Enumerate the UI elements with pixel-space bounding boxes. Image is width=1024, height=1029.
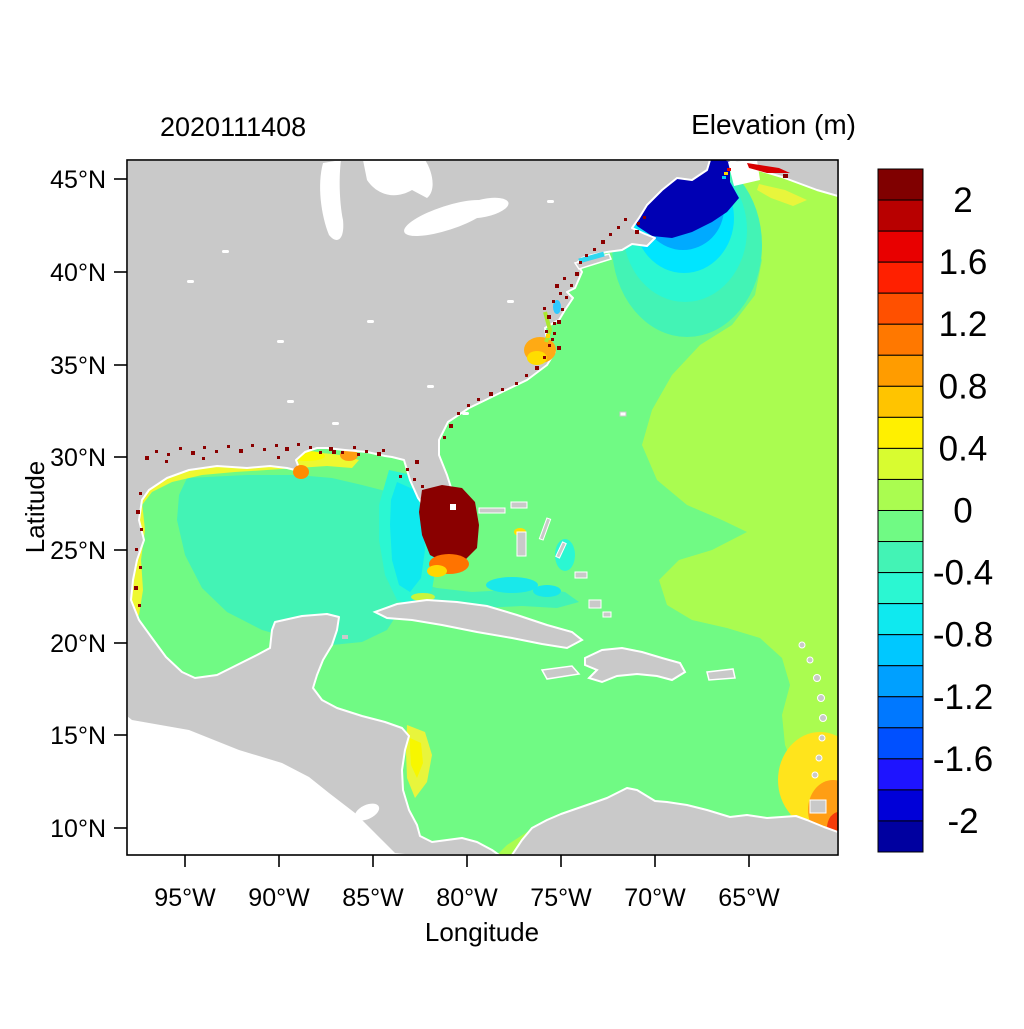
island-cozumel xyxy=(342,635,348,639)
y-tick-label-3: 30°N xyxy=(50,444,106,472)
islands-lesser-antilles xyxy=(798,641,827,814)
colorbar-tick-label-1: 1.6 xyxy=(939,243,988,282)
lake-ontario xyxy=(459,197,509,219)
colorbar-segment-1 xyxy=(877,199,924,232)
lake-huron xyxy=(363,160,433,198)
island-jamaica xyxy=(540,665,581,680)
colorbar-segment-10 xyxy=(877,478,924,511)
colorbar-segment-6 xyxy=(877,354,924,387)
colorbar-segment-7 xyxy=(877,385,924,418)
region-nova-scotia-shelf-yellow xyxy=(757,184,807,206)
colorbar-segment-21 xyxy=(877,820,924,853)
y-axis-title: Latitude xyxy=(20,461,50,554)
colorbar-tick-label-5: 0 xyxy=(953,491,972,530)
colorbar-segment-19 xyxy=(877,758,924,791)
island-hispaniola xyxy=(584,646,687,684)
land-south-america xyxy=(511,787,838,855)
long-island-sound-cyan xyxy=(578,251,605,264)
flood-blob-south-florida xyxy=(419,485,479,563)
region-mobile-orange xyxy=(340,449,358,461)
lake-michigan xyxy=(320,160,344,240)
colorbar-segment-4 xyxy=(877,292,924,325)
colorbar-tick-label-2: 1.2 xyxy=(939,305,988,344)
x-tick-label-5: 70°W xyxy=(624,884,686,912)
colorbar-tick-label-8: -1.2 xyxy=(933,678,993,717)
land-north-central-america xyxy=(127,160,711,855)
colorbar-segment-2 xyxy=(877,230,924,263)
coastal-flood-speckles xyxy=(134,216,646,607)
x-axis-title: Longitude xyxy=(425,917,539,947)
region-gulf-interior xyxy=(177,475,410,645)
colorbar-segment-20 xyxy=(877,789,924,822)
y-tick-label-1: 40°N xyxy=(50,259,106,287)
colorbar: 2 1.6 1.2 0.8 0.4 0 -0.4 -0.8 -1.2 -1.6 -2 xyxy=(877,168,993,853)
colorbar-segment-5 xyxy=(877,323,924,356)
x-axis: 95°W 90°W 85°W 80°W 75°W 70°W 65°W xyxy=(154,855,780,912)
x-tick-label-6: 65°W xyxy=(718,884,780,912)
minas-darkred-dot xyxy=(783,174,788,178)
colorbar-segment-15 xyxy=(877,634,924,667)
y-tick-label-0: 45°N xyxy=(50,166,106,194)
islands-bahamas xyxy=(478,501,612,618)
colorbar-segment-17 xyxy=(877,696,924,729)
colorbar-tick-label-4: 0.4 xyxy=(939,429,988,468)
minas-red-streak xyxy=(747,163,790,173)
colorbar-tick-label-0: 2 xyxy=(953,181,972,220)
x-tick-label-1: 90°W xyxy=(248,884,310,912)
colorbar-tick-label-6: -0.4 xyxy=(933,554,993,593)
colorbar-segment-14 xyxy=(877,603,924,636)
flood-mississippi-delta xyxy=(293,465,309,479)
colorbar-segment-9 xyxy=(877,447,924,480)
colorbar-tick-label-9: -1.6 xyxy=(933,740,993,779)
colorbar-segment-3 xyxy=(877,261,924,294)
island-cuba xyxy=(372,598,584,650)
region-bahama-bank-2 xyxy=(533,585,561,597)
fundy-rainbow-red xyxy=(727,168,731,171)
x-tick-label-4: 75°W xyxy=(530,884,592,912)
fundy-rainbow-yellow xyxy=(724,172,728,175)
region-cuba-north-dab xyxy=(411,593,435,601)
lake-nicaragua xyxy=(354,803,380,821)
map-border xyxy=(126,159,839,856)
fundy-rainbow-cyan xyxy=(722,176,726,179)
y-tick-label-7: 10°N xyxy=(50,815,106,843)
x-tick-label-0: 95°W xyxy=(154,884,216,912)
island-bermuda xyxy=(619,411,627,417)
colorbar-title: Elevation (m) xyxy=(691,109,856,140)
colorbar-segment-18 xyxy=(877,727,924,760)
y-axis: 45°N 40°N 35°N 30°N 25°N 20°N 15°N 10°N xyxy=(50,166,127,843)
flood-pamlico-yellow xyxy=(527,351,547,365)
region-bahama-bank-1 xyxy=(486,577,538,593)
x-tick-label-3: 80°W xyxy=(436,884,498,912)
chesapeake-yellow-dot xyxy=(546,334,550,338)
outside-domain-pacific xyxy=(127,716,415,855)
colorbar-segment-8 xyxy=(877,416,924,449)
flood-florida-bay-yellow xyxy=(427,565,447,577)
colorbar-tick-label-7: -0.8 xyxy=(933,616,993,655)
map-area xyxy=(127,160,838,855)
colorbar-tick-label-3: 0.8 xyxy=(939,367,988,406)
region-honduras-yellow-core xyxy=(410,738,423,778)
colorbar-segment-0 xyxy=(877,168,924,201)
y-tick-label-4: 25°N xyxy=(50,537,106,565)
colorbar-segment-16 xyxy=(877,665,924,698)
island-puerto-rico xyxy=(706,668,736,681)
y-tick-label-6: 15°N xyxy=(50,722,106,750)
delaware-bay-cyan xyxy=(553,300,561,314)
y-tick-label-5: 20°N xyxy=(50,630,106,658)
plot-timestamp-title: 2020111408 xyxy=(160,112,306,142)
colorbar-segment-13 xyxy=(877,572,924,605)
x-tick-label-2: 85°W xyxy=(342,884,404,912)
colorbar-segment-12 xyxy=(877,541,924,574)
colorbar-segment-11 xyxy=(877,509,924,543)
region-wfl-shelf-cyan xyxy=(390,482,425,592)
colorbar-tick-label-10: -2 xyxy=(947,802,978,841)
y-tick-label-2: 35°N xyxy=(50,352,106,380)
inland-water-flecks xyxy=(187,200,554,425)
lake-okeechobee xyxy=(450,504,456,510)
